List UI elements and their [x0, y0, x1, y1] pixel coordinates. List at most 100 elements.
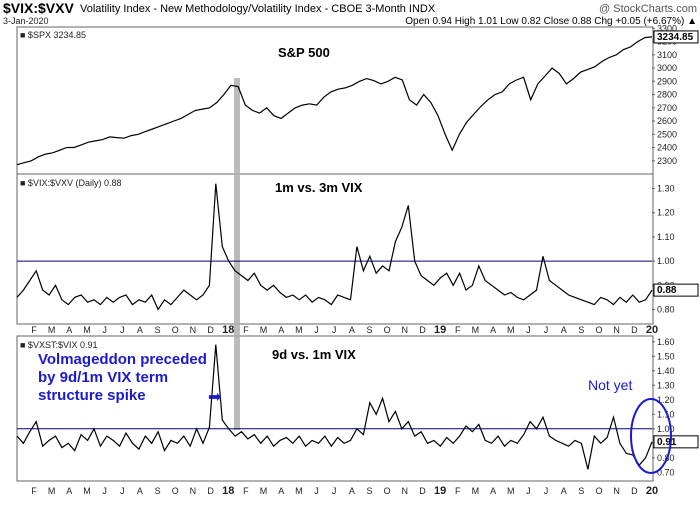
annotation-volmageddon-line-1: Volmageddon preceded: [38, 351, 207, 368]
y-tick-label: 1.60: [657, 337, 675, 347]
x-month-label: M: [295, 325, 303, 335]
x-month-label: F: [243, 325, 249, 335]
x-month-label: J: [120, 486, 125, 496]
legend-spx: ■ $SPX 3234.85: [20, 30, 86, 40]
x-month-label: J: [332, 486, 337, 496]
x-month-label: J: [314, 325, 319, 335]
x-month-label: M: [48, 325, 56, 335]
x-month-label: N: [190, 486, 197, 496]
x-month-label: F: [455, 325, 461, 335]
quote-bar: Open 0.94 High 1.01 Low 0.82 Close 0.88 …: [405, 16, 697, 27]
x-month-label: F: [243, 486, 249, 496]
x-month-label: M: [472, 325, 480, 335]
x-month-label: D: [207, 325, 214, 335]
panel-middle-frame: [16, 173, 654, 325]
chart-date: 3-Jan-2020: [3, 16, 49, 26]
x-month-label: A: [278, 486, 284, 496]
y-tick-label: 0.80: [657, 304, 675, 314]
x-axis-bottom: F M A M J J A S O N D 18 F M A M J J A S O N D 19 F M A M J J A S O N D 20: [31, 485, 658, 497]
annotation-volmageddon-line-3: structure spike: [38, 387, 146, 404]
x-month-label: O: [596, 486, 603, 496]
x-month-label: D: [631, 325, 638, 335]
x-month-label: S: [578, 486, 584, 496]
y-tick-label: 2800: [657, 90, 677, 100]
x-year-label: 20: [646, 324, 658, 336]
chart-symbol: $VIX:$VXV: [3, 0, 74, 16]
y-tick-label: 0.80: [657, 453, 675, 463]
annotation-circle: [630, 398, 672, 474]
x-month-label: N: [613, 486, 620, 496]
y-tick-label: 1.50: [657, 351, 675, 361]
y-tick-label: 3100: [657, 50, 677, 60]
x-month-label: M: [48, 486, 56, 496]
x-axis-middle: F M A M J J A S O N D 18 F M A M J J A S O N D 19 F M A M J J A S O N D 20: [31, 324, 658, 336]
last-value-label: 3234.85: [657, 32, 694, 43]
y-tick-label: 3000: [657, 63, 677, 73]
x-year-label: 18: [222, 485, 234, 497]
y-tick-label: 1.20: [657, 208, 675, 218]
x-month-label: A: [278, 325, 284, 335]
x-year-label: 20: [646, 485, 658, 497]
y-tick-label: 2900: [657, 76, 677, 86]
x-month-label: O: [172, 325, 179, 335]
y-tick-label: 1.30: [657, 184, 675, 194]
x-month-label: N: [402, 486, 409, 496]
x-month-label: A: [561, 325, 567, 335]
last-value-label: 0.88: [657, 285, 677, 296]
series-line-vix-vxv: [16, 183, 653, 311]
x-month-label: O: [172, 486, 179, 496]
x-month-label: J: [102, 325, 107, 335]
x-month-label: J: [526, 325, 531, 335]
volmageddon-highlight: [234, 78, 240, 430]
last-value-label: 0.91: [657, 437, 677, 448]
x-month-label: A: [349, 325, 355, 335]
x-year-label: 18: [222, 324, 234, 336]
y-tick-label: 1.10: [657, 409, 675, 419]
panel-bottom: 1.601.501.401.301.201.101.000.900.800.70…: [16, 337, 699, 477]
x-month-label: D: [631, 486, 638, 496]
x-month-label: S: [155, 325, 161, 335]
y-tick-label: 2300: [657, 156, 677, 166]
x-month-label: J: [544, 486, 549, 496]
y-tick-label: 1.00: [657, 424, 675, 434]
x-month-label: A: [349, 486, 355, 496]
series-line-spx: [16, 36, 653, 166]
legend-vix-vxv: ■ $VIX:$VXV (Daily) 0.88: [20, 178, 121, 188]
title-vxst-vix: 9d vs. 1m VIX: [272, 347, 356, 362]
x-month-label: S: [366, 325, 372, 335]
y-tick-label: 1.00: [657, 256, 675, 266]
annotation-not-yet: Not yet: [588, 377, 632, 393]
x-month-label: A: [137, 486, 143, 496]
x-year-label: 19: [434, 485, 446, 497]
x-month-label: J: [332, 325, 337, 335]
x-month-label: J: [544, 325, 549, 335]
x-month-label: M: [507, 325, 515, 335]
x-month-label: S: [155, 486, 161, 496]
x-month-label: M: [472, 486, 480, 496]
x-month-label: A: [66, 325, 72, 335]
y-tick-label: 1.40: [657, 366, 675, 376]
series-line-vxst-vix: [16, 344, 653, 470]
x-month-label: J: [526, 486, 531, 496]
last-value-box: [653, 435, 699, 449]
y-tick-label: 2600: [657, 116, 677, 126]
title-vix-vxv: 1m vs. 3m VIX: [275, 180, 363, 195]
x-month-label: F: [455, 486, 461, 496]
x-month-label: O: [384, 325, 391, 335]
watermark: @ StockCharts.com: [599, 3, 697, 15]
x-month-label: M: [260, 325, 268, 335]
panel-bottom-frame: [16, 335, 654, 482]
y-tick-label: 1.20: [657, 395, 675, 405]
x-month-label: F: [31, 325, 37, 335]
x-month-label: F: [31, 486, 37, 496]
chart-description: Volatility Index - New Methodology/Volat…: [80, 3, 436, 15]
title-spx: S&P 500: [278, 45, 330, 60]
x-month-label: M: [83, 486, 91, 496]
x-month-label: D: [207, 486, 214, 496]
x-year-label: 19: [434, 324, 446, 336]
panel-middle: 1.301.201.101.000.900.800.88: [16, 183, 699, 314]
x-month-label: J: [120, 325, 125, 335]
y-tick-label: 1.30: [657, 380, 675, 390]
x-month-label: O: [384, 486, 391, 496]
